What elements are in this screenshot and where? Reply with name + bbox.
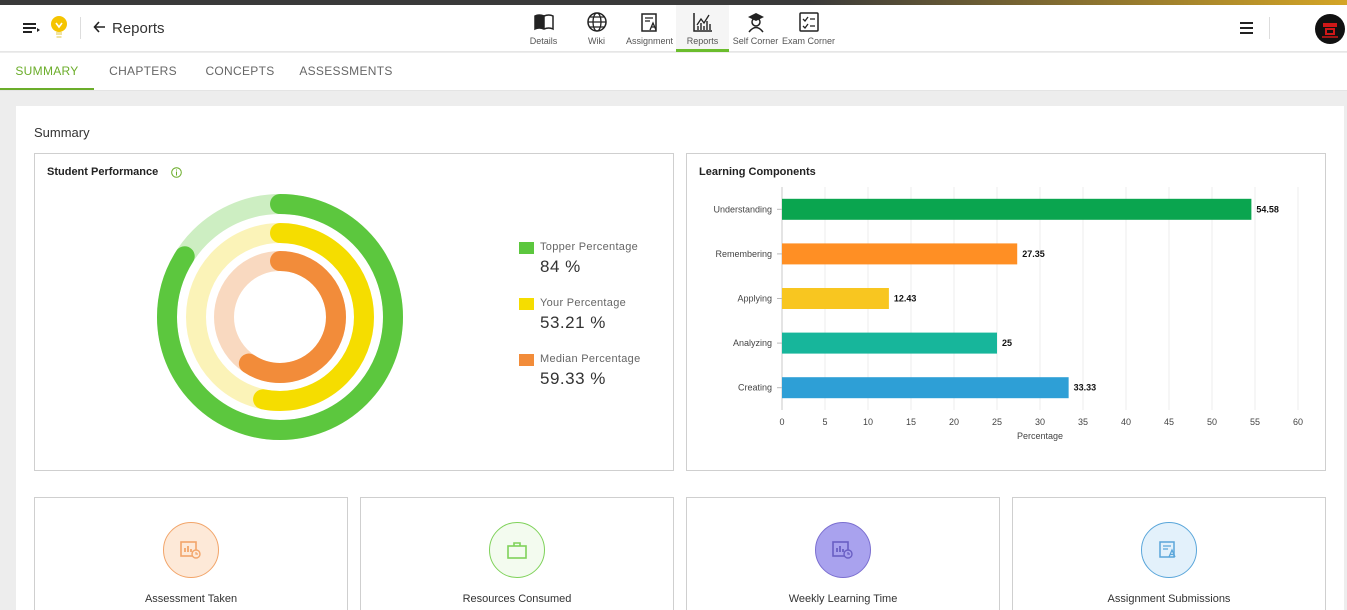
learning-components-title: Learning Components: [699, 166, 816, 178]
legend-topper-name: Topper Percentage: [540, 241, 639, 253]
bar[interactable]: [782, 288, 889, 309]
x-axis-label: Percentage: [1017, 431, 1063, 441]
bar-value-label: 12.43: [894, 294, 917, 304]
legend-median-name: Median Percentage: [540, 353, 641, 365]
x-tick-label: 40: [1121, 417, 1131, 427]
performance-radial-chart: [157, 194, 403, 440]
stat-card-resources-consumed[interactable]: Resources Consumed: [360, 497, 674, 610]
stat-card-assessment-taken[interactable]: Assessment Taken: [34, 497, 348, 610]
legend-swatch-median: [519, 354, 534, 366]
ring-value: [157, 194, 403, 440]
nav-exam-corner-label: Exam Corner: [782, 36, 836, 46]
tab-chapters[interactable]: CHAPTERS: [109, 64, 177, 78]
student-performance-card: Student Performance Topper Percentage 84…: [34, 153, 674, 471]
assessment-icon: [163, 522, 219, 578]
graduate-icon: [747, 13, 764, 33]
x-tick-label: 45: [1164, 417, 1174, 427]
assignment-icon: [640, 13, 657, 32]
report-tabs: SUMMARY CHAPTERS CONCEPTS ASSESSMENTS: [0, 53, 1347, 91]
x-tick-label: 30: [1035, 417, 1045, 427]
y-tick-label: Creating: [738, 383, 772, 393]
summary-title: Summary: [34, 125, 90, 140]
y-tick-label: Understanding: [713, 204, 772, 214]
avatar[interactable]: [1315, 14, 1345, 44]
nav-exam-corner[interactable]: Exam Corner: [782, 5, 835, 52]
checklist-icon: [798, 12, 819, 32]
bar-value-label: 25: [1002, 338, 1012, 348]
nav-reports-label: Reports: [686, 36, 719, 46]
y-tick-label: Applying: [737, 294, 772, 304]
y-tick-label: Remembering: [715, 249, 772, 259]
bar[interactable]: [782, 332, 997, 354]
clock-report-icon: [815, 522, 871, 578]
page-title: Reports: [112, 20, 165, 37]
nav-assignment-label: Assignment: [625, 36, 674, 46]
bar-value-label: 27.35: [1022, 249, 1045, 259]
nav-wiki[interactable]: Wiki: [570, 5, 623, 52]
bar-value-label: 33.33: [1074, 383, 1097, 393]
bar[interactable]: [782, 198, 1252, 220]
stat-label-weekly-learning-time: Weekly Learning Time: [788, 593, 898, 605]
x-tick-label: 0: [779, 417, 784, 427]
x-tick-label: 60: [1293, 417, 1303, 427]
nav-reports[interactable]: Reports: [676, 5, 729, 52]
globe-icon: [586, 12, 607, 32]
chart-icon: [692, 13, 712, 32]
tab-assessments[interactable]: ASSESSMENTS: [299, 64, 393, 78]
stat-label-resources-consumed: Resources Consumed: [462, 593, 572, 605]
book-icon: [533, 14, 554, 31]
nav-details[interactable]: Details: [517, 5, 570, 52]
legend-your-value: 53.21 %: [540, 313, 606, 332]
x-tick-label: 55: [1250, 417, 1260, 427]
header-divider-right: [1269, 17, 1270, 39]
hamburger-menu-icon[interactable]: [1238, 20, 1256, 36]
x-tick-label: 5: [822, 417, 827, 427]
header-divider: [80, 17, 81, 39]
x-tick-label: 15: [906, 417, 916, 427]
student-performance-title: Student Performance: [47, 166, 159, 178]
ring-value: [186, 223, 374, 411]
tab-summary[interactable]: SUMMARY: [0, 53, 94, 90]
legend-median-value: 59.33 %: [540, 369, 606, 388]
submission-icon: [1141, 522, 1197, 578]
nav-details-label: Details: [529, 36, 558, 46]
stat-card-weekly-learning-time[interactable]: Weekly Learning Time: [686, 497, 1000, 610]
top-bar: Reports Details Wiki Assignment Reports …: [0, 5, 1347, 52]
legend-topper-value: 84 %: [540, 257, 581, 276]
x-tick-label: 10: [863, 417, 873, 427]
briefcase-icon: [489, 522, 545, 578]
nav-assignment[interactable]: Assignment: [623, 5, 676, 52]
nav-self-corner[interactable]: Self Corner: [729, 5, 782, 52]
x-tick-label: 25: [992, 417, 1002, 427]
y-tick-label: Analyzing: [733, 338, 772, 348]
ring-value: [214, 251, 346, 383]
nav-self-corner-label: Self Corner: [732, 36, 779, 46]
nav-wiki-label: Wiki: [588, 36, 605, 46]
info-icon[interactable]: [171, 167, 182, 178]
back-arrow-icon[interactable]: [92, 19, 108, 35]
tab-concepts[interactable]: CONCEPTS: [205, 64, 275, 78]
stat-card-assignment-submissions[interactable]: Assignment Submissions: [1012, 497, 1326, 610]
x-tick-label: 50: [1207, 417, 1217, 427]
stat-label-assessment-taken: Assessment Taken: [144, 593, 238, 605]
learning-components-bar-chart: 0 5 10 15 20 25 30 35 40 45 50 55 60 Understanding 54.…: [713, 187, 1303, 441]
legend-your-name: Your Percentage: [540, 297, 627, 309]
legend-swatch-topper: [519, 242, 534, 254]
top-navigation: Details Wiki Assignment Reports Self Cor…: [517, 5, 835, 52]
bar-value-label: 54.58: [1256, 204, 1279, 214]
learning-components-card: Learning Components 0 5 10 15 20 25 30 35 40 45 50…: [686, 153, 1326, 471]
bar[interactable]: [782, 377, 1069, 399]
bulb-logo-icon: [50, 15, 68, 41]
x-tick-label: 20: [949, 417, 959, 427]
summary-panel: Summary Student Performance Topper Perce…: [16, 106, 1344, 610]
stat-label-assignment-submissions: Assignment Submissions: [1107, 593, 1231, 605]
bar[interactable]: [782, 243, 1018, 265]
top-accent-line: [0, 0, 1347, 5]
x-tick-label: 35: [1078, 417, 1088, 427]
menu-toggle-icon[interactable]: [22, 18, 42, 38]
legend-swatch-your: [519, 298, 534, 310]
